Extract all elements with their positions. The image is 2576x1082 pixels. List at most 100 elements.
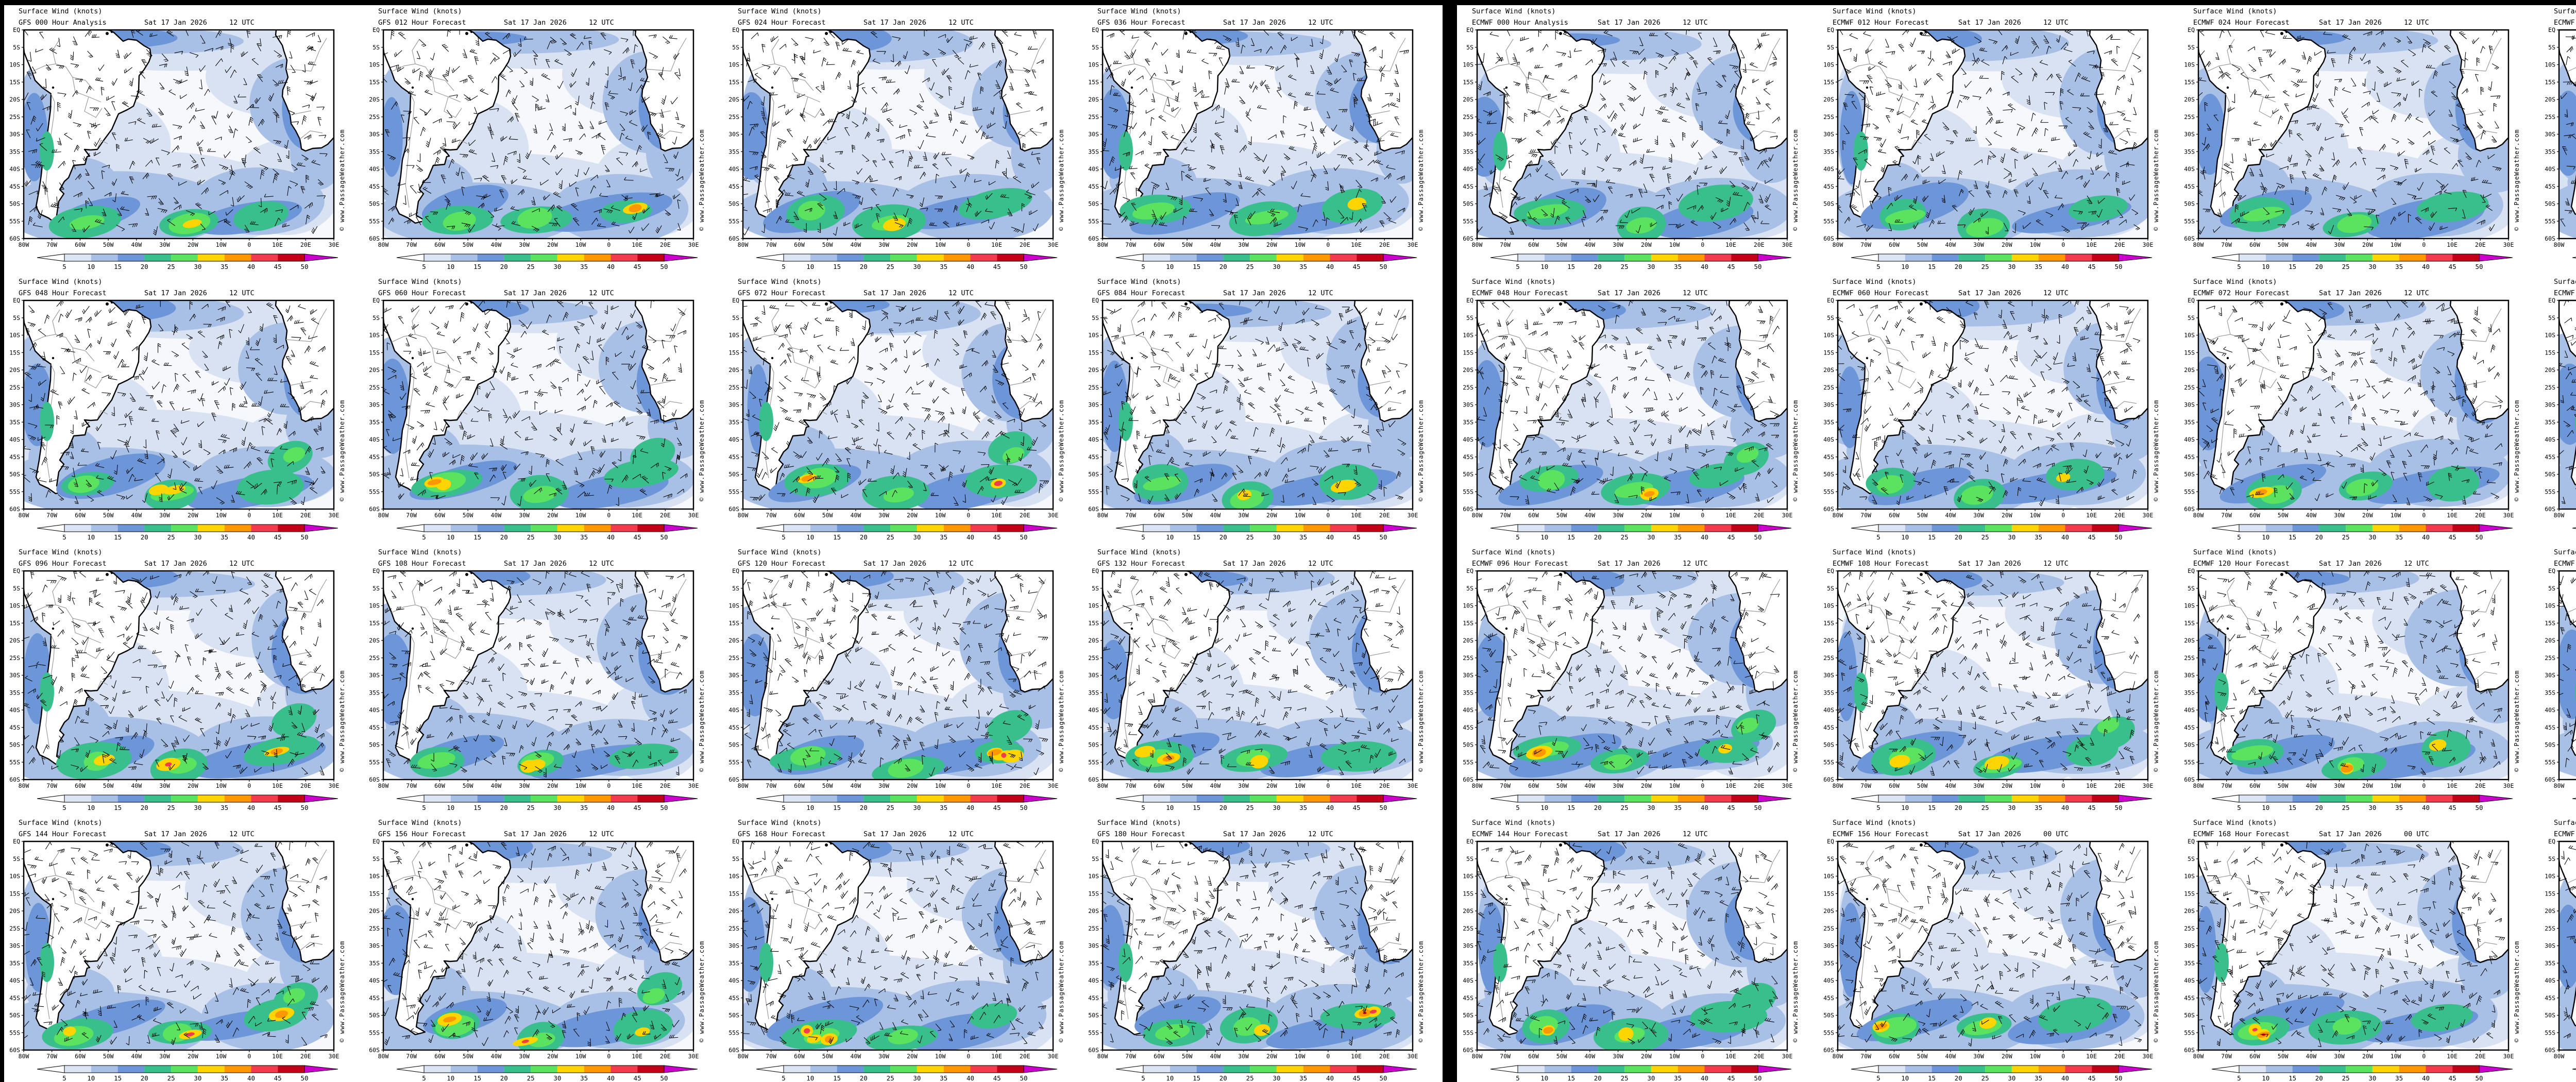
lon-axis-label: 80W bbox=[1833, 782, 1843, 789]
wind-map-gfs-180[interactable]: EQ5S10S15S20S25S30S35S40S45S50S55S60S80W… bbox=[1083, 829, 1438, 1066]
lat-axis-label: 20S bbox=[1823, 637, 1834, 644]
wind-shade-blob bbox=[2429, 739, 2447, 751]
colorbar-low-arrow bbox=[396, 794, 425, 803]
lon-axis-label: 50W bbox=[1917, 241, 1928, 248]
panel-title: Surface Wind (knots) bbox=[1472, 548, 1556, 556]
lat-axis-label: 20S bbox=[1088, 907, 1099, 915]
colorbar-segment bbox=[1357, 254, 1383, 261]
lat-axis-label: 50S bbox=[1823, 1012, 1834, 1019]
wind-map-gfs-120[interactable]: EQ5S10S15S20S25S30S35S40S45S50S55S60S80W… bbox=[723, 555, 1083, 799]
colorbar-tick-label: 50 bbox=[300, 263, 308, 270]
lon-axis-label: 10E bbox=[2086, 241, 2097, 248]
forecast-label: ECMWF 168 Hour Forecast bbox=[2193, 830, 2290, 838]
wind-map-ecmwf-024[interactable]: EQ5S10S15S20S25S30S35S40S45S50S55S60S80W… bbox=[2178, 19, 2533, 253]
wind-map-ecmwf-120[interactable]: EQ5S10S15S20S25S30S35S40S45S50S55S60S80W… bbox=[2178, 553, 2536, 796]
lon-axis-label: 60W bbox=[434, 512, 445, 519]
wind-map-gfs-072[interactable]: EQ5S10S15S20S25S30S35S40S45S50S55S60S80W… bbox=[723, 282, 1070, 519]
valid-utc: 12 UTC bbox=[1683, 289, 1708, 297]
lat-axis-label: 15S bbox=[728, 619, 739, 627]
colorbar-segment bbox=[531, 1066, 557, 1073]
lake-dot bbox=[411, 86, 414, 89]
wind-map-ecmwf-048[interactable]: EQ5S10S15S20S25S30S35S40S45S50S55S60S80W… bbox=[1457, 288, 1806, 524]
wind-map-gfs-156[interactable]: EQ5S10S15S20S25S30S35S40S45S50S55S60S80W… bbox=[364, 830, 706, 1064]
lat-axis-label: 55S bbox=[9, 488, 20, 495]
wind-map-ecmwf-060[interactable]: EQ5S10S15S20S25S30S35S40S45S50S55S60S80W… bbox=[1818, 284, 2161, 527]
forecast-panel-gfs-048: Surface Wind (knots) GFS 048 Hour Forecas… bbox=[4, 270, 364, 541]
colorbar-tick-label: 15 bbox=[1567, 263, 1575, 270]
wind-shade-blob bbox=[1363, 1011, 1367, 1015]
wind-map-gfs-048[interactable]: EQ5S10S15S20S25S30S35S40S45S50S55S60S80W… bbox=[4, 279, 351, 522]
lon-axis-label: 40W bbox=[1210, 782, 1221, 789]
colorbar-tick-label: 20 bbox=[500, 1074, 508, 1082]
colorbar-tick-label: 25 bbox=[527, 263, 535, 270]
wind-map-gfs-144[interactable]: EQ5S10S15S20S25S30S35S40S45S50S55S60S80W… bbox=[4, 819, 358, 1075]
wind-map-ecmwf-036[interactable]: EQ5S10S15S20S25S30S35S40S45S50S55S60S80W… bbox=[2539, 19, 2576, 250]
lat-axis-label: 25S bbox=[2184, 654, 2195, 662]
lon-axis-label: 40W bbox=[1210, 241, 1221, 248]
wind-map-gfs-024[interactable]: EQ5S10S15S20S25S30S35S40S45S50S55S60S80W… bbox=[723, 13, 1077, 248]
wind-map-gfs-168[interactable]: EQ5S10S15S20S25S30S35S40S45S50S55S60S80W… bbox=[723, 823, 1067, 1066]
wind-map-ecmwf-000[interactable]: EQ5S10S15S20S25S30S35S40S45S50S55S60S80W… bbox=[1457, 15, 1814, 251]
wind-map-ecmwf-072[interactable]: EQ5S10S15S20S25S30S35S40S45S50S55S60S80W… bbox=[2178, 288, 2531, 529]
colorbar-tick-label: 35 bbox=[221, 804, 228, 812]
wind-map-gfs-012[interactable]: EQ5S10S15S20S25S30S35S40S45S50S55S60S80W… bbox=[364, 14, 716, 253]
lon-axis-label: 40W bbox=[2306, 241, 2317, 248]
wind-map-gfs-108[interactable]: EQ5S10S15S20S25S30S35S40S45S50S55S60S80W… bbox=[364, 558, 718, 797]
wind-map-ecmwf-096[interactable]: EQ5S10S15S20S25S30S35S40S45S50S55S60S80W… bbox=[1457, 555, 1816, 791]
valid-utc: 00 UTC bbox=[2404, 830, 2429, 838]
lat-axis-label: 25S bbox=[728, 113, 739, 121]
river-mouth-dot bbox=[470, 301, 473, 304]
colorbar-segment bbox=[837, 525, 864, 532]
colorbar-segment bbox=[117, 254, 145, 261]
lat-axis-label: 35S bbox=[2545, 959, 2555, 967]
colorbar-segment bbox=[91, 795, 118, 802]
wind-shade-blob bbox=[958, 188, 1032, 220]
colorbar-segment bbox=[2372, 1066, 2399, 1073]
wind-barbs bbox=[1477, 841, 1778, 1045]
wind-map-ecmwf-108[interactable]: EQ5S10S15S20S25S30S35S40S45S50S55S60S80W… bbox=[1818, 554, 2164, 798]
colorbar-segment bbox=[2065, 795, 2092, 802]
wind-map-ecmwf-168[interactable]: EQ5S10S15S20S25S30S35S40S45S50S55S60S80W… bbox=[2178, 831, 2532, 1070]
wind-map-gfs-000[interactable]: EQ5S10S15S20S25S30S35S40S45S50S55S60S80W… bbox=[4, 15, 357, 252]
wind-map-ecmwf-156[interactable]: EQ5S10S15S20S25S30S35S40S45S50S55S60S80W… bbox=[1818, 827, 2174, 1066]
lat-axis-label: 20S bbox=[2545, 907, 2555, 915]
wind-shade-blob bbox=[2341, 764, 2353, 773]
lat-axis-label: 50S bbox=[9, 200, 20, 208]
lat-axis-label: 10S bbox=[2545, 873, 2555, 880]
lon-axis-label: 40W bbox=[2306, 512, 2317, 519]
colorbar-segment bbox=[144, 525, 172, 532]
wind-map-gfs-036[interactable]: EQ5S10S15S20S25S30S35S40S45S50S55S60S80W… bbox=[1083, 12, 1427, 249]
lon-axis-label: 30W bbox=[878, 241, 889, 248]
lat-axis-label: 35S bbox=[1463, 689, 1473, 696]
colorbar-segment bbox=[2038, 795, 2065, 802]
colorbar-tick-label: 50 bbox=[1020, 1074, 1027, 1082]
lat-axis-label: 25S bbox=[369, 654, 380, 662]
colorbar-segment bbox=[1571, 795, 1598, 802]
lat-axis-label: 60S bbox=[9, 1046, 20, 1054]
valid-date: Sat 17 Jan 2026 bbox=[504, 19, 567, 27]
wind-map-gfs-096[interactable]: EQ5S10S15S20S25S30S35S40S45S50S55S60S80W… bbox=[4, 556, 349, 794]
wind-map-gfs-084[interactable]: EQ5S10S15S20S25S30S35S40S45S50S55S60S80W… bbox=[1083, 280, 1443, 528]
lon-axis-label: 30W bbox=[1238, 512, 1249, 519]
colorbar-tick-label: 50 bbox=[300, 804, 308, 812]
lat-axis-label: 5S bbox=[1466, 314, 1473, 322]
panel-title: Surface Wind (knots) bbox=[1833, 278, 1917, 286]
lon-axis-label: 60W bbox=[434, 1053, 445, 1060]
colorbar-tick-label: 50 bbox=[1379, 804, 1387, 812]
colorbar-tick-label: 50 bbox=[1020, 533, 1027, 541]
wind-map-ecmwf-084[interactable]: EQ5S10S15S20S25S30S35S40S45S50S55S60S80W… bbox=[2539, 284, 2576, 522]
wind-map-gfs-060[interactable]: EQ5S10S15S20S25S30S35S40S45S50S55S60S80W… bbox=[364, 286, 710, 525]
wind-map-ecmwf-132[interactable]: EQ5S10S15S20S25S30S35S40S45S50S55S60S80W… bbox=[2539, 556, 2576, 789]
colorbar-segment bbox=[1143, 795, 1170, 802]
wind-map-ecmwf-144[interactable]: EQ5S10S15S20S25S30S35S40S45S50S55S60S80W… bbox=[1457, 827, 1803, 1067]
wind-map-gfs-132[interactable]: EQ5S10S15S20S25S30S35S40S45S50S55S60S80W… bbox=[1083, 550, 1432, 790]
lon-axis-label: 70W bbox=[406, 512, 417, 519]
lon-axis-label: 30E bbox=[688, 512, 699, 519]
lon-axis-label: 80W bbox=[378, 1053, 389, 1060]
lon-axis-label: 80W bbox=[2193, 512, 2204, 519]
lat-axis-label: 5S bbox=[2548, 855, 2555, 863]
wind-map-ecmwf-012[interactable]: EQ5S10S15S20S25S30S35S40S45S50S55S60S80W… bbox=[1818, 16, 2172, 257]
lat-axis-label: 20S bbox=[1463, 366, 1473, 374]
wind-map-ecmwf-180[interactable]: EQ5S10S15S20S25S30S35S40S45S50S55S60S80W… bbox=[2540, 832, 2576, 1070]
